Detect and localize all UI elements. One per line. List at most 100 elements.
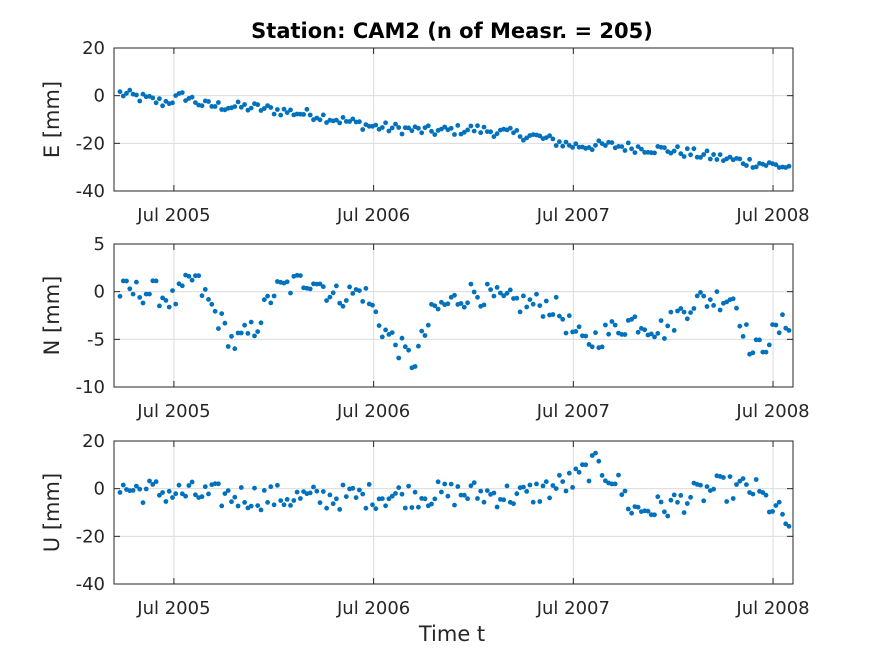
data-point <box>193 492 198 498</box>
data-point <box>248 319 254 325</box>
axes-box <box>113 243 794 388</box>
data-point <box>547 133 552 139</box>
data-point <box>783 521 789 527</box>
data-point <box>268 300 274 306</box>
data-point <box>511 501 516 507</box>
data-point <box>452 132 457 137</box>
data-point <box>363 505 369 511</box>
data-point <box>750 350 756 356</box>
data-point <box>593 142 598 148</box>
data-point <box>704 148 710 154</box>
data-point <box>157 303 162 309</box>
data-point <box>432 303 438 309</box>
data-point <box>481 499 487 505</box>
data-point <box>514 491 520 497</box>
data-point <box>288 107 293 113</box>
data-point <box>491 293 497 299</box>
data-point <box>271 293 277 299</box>
data-point <box>439 299 444 305</box>
data-point <box>327 492 333 498</box>
data-point <box>543 479 549 485</box>
data-point <box>432 132 438 138</box>
data-point <box>209 301 215 307</box>
data-point <box>225 488 231 493</box>
data-point <box>583 333 589 339</box>
data-point <box>550 136 556 142</box>
data-point <box>117 490 123 495</box>
data-point <box>396 125 402 130</box>
data-point <box>612 481 618 487</box>
data-point <box>557 139 562 145</box>
data-point <box>402 344 408 350</box>
data-point <box>134 483 139 489</box>
x-tick-label: Jul 2005 <box>136 598 210 619</box>
data-point <box>179 491 185 497</box>
data-point <box>763 163 769 169</box>
data-point <box>701 498 707 504</box>
data-point <box>229 499 234 505</box>
data-point <box>301 112 306 117</box>
data-point <box>714 289 720 294</box>
data-point <box>261 297 267 303</box>
data-point <box>173 301 179 307</box>
data-point <box>707 156 713 162</box>
data-point <box>609 319 615 324</box>
data-point <box>416 343 421 349</box>
data-point <box>475 123 480 129</box>
data-point <box>737 323 743 329</box>
data-point <box>291 498 297 503</box>
data-point <box>127 286 133 292</box>
data-point <box>566 313 572 319</box>
data-point <box>494 285 500 290</box>
data-point <box>206 99 211 104</box>
data-point <box>442 481 448 487</box>
data-point <box>350 291 356 296</box>
data-point <box>160 490 166 495</box>
data-point <box>625 140 631 146</box>
y-tick-label: 20 <box>82 431 105 452</box>
data-point <box>386 128 392 134</box>
data-point <box>534 481 539 487</box>
data-point <box>589 147 595 153</box>
data-point <box>573 466 579 472</box>
data-point <box>399 335 405 341</box>
data-point <box>786 163 792 169</box>
data-point <box>314 488 320 494</box>
data-point <box>671 492 677 498</box>
data-point <box>478 130 484 136</box>
data-point <box>334 496 339 502</box>
data-point <box>675 308 680 314</box>
data-point <box>734 305 739 311</box>
data-point <box>684 316 690 322</box>
data-point <box>750 491 756 497</box>
data-point <box>717 307 723 313</box>
data-point <box>688 152 693 158</box>
data-point <box>222 491 228 496</box>
y-tick-label: 0 <box>94 479 105 500</box>
data-point <box>668 309 674 315</box>
data-point <box>324 505 329 511</box>
data-point <box>147 291 152 297</box>
data-point <box>484 488 490 493</box>
data-point <box>222 320 228 326</box>
data-point <box>212 308 218 314</box>
y-tick-label: 5 <box>94 234 105 255</box>
data-point <box>465 127 470 133</box>
data-point <box>137 486 143 492</box>
data-point <box>612 322 618 328</box>
data-point <box>255 503 261 508</box>
data-point <box>409 505 415 510</box>
data-point <box>501 293 507 299</box>
y-tick-label: 0 <box>94 282 105 303</box>
data-point <box>517 134 523 140</box>
data-point <box>589 453 595 458</box>
data-point <box>521 484 526 490</box>
data-point <box>455 484 461 489</box>
data-point <box>248 105 254 111</box>
data-point <box>330 290 336 296</box>
data-point <box>642 327 648 333</box>
x-tick-label: Jul 2005 <box>136 401 210 422</box>
data-point <box>216 481 221 487</box>
data-point <box>429 128 434 134</box>
data-point <box>629 316 634 322</box>
